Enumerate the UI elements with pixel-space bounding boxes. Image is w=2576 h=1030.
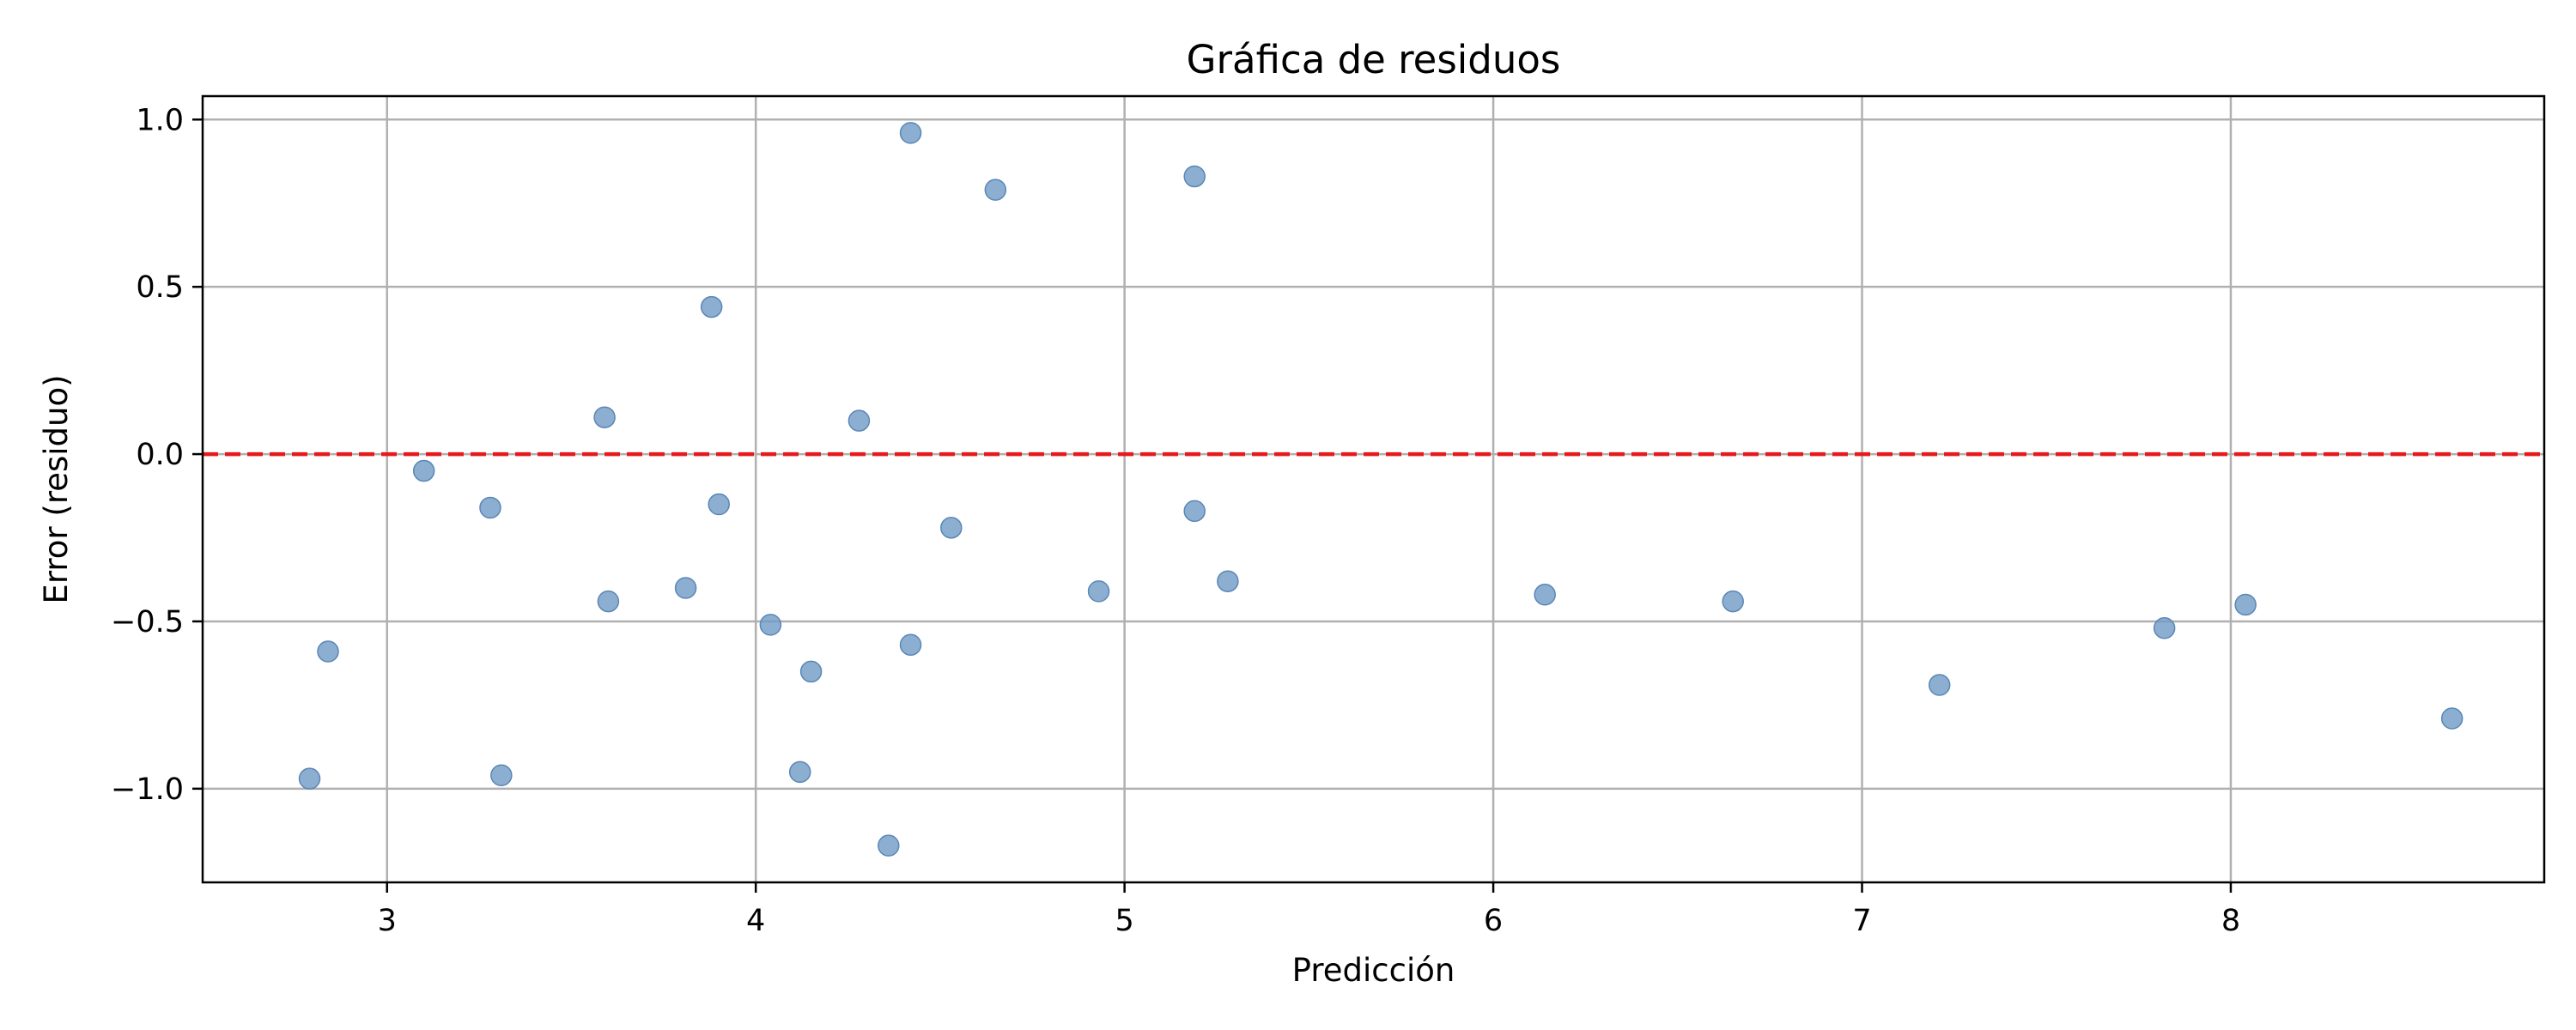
x-tick-label: 5: [1115, 904, 1133, 938]
y-tick-label: −0.5: [111, 605, 184, 639]
data-point: [2234, 593, 2257, 616]
data-point: [593, 406, 616, 428]
data-point: [1183, 500, 1206, 523]
data-point: [878, 834, 900, 857]
data-point: [490, 764, 513, 787]
y-tick-label: 0.0: [136, 438, 184, 472]
data-point: [759, 614, 782, 636]
y-tick-label: −1.0: [111, 772, 184, 807]
x-tick-label: 7: [1852, 904, 1871, 938]
data-point: [788, 760, 811, 784]
data-point: [1087, 580, 1110, 603]
data-point: [899, 122, 922, 144]
data-point: [708, 493, 730, 516]
data-point: [479, 496, 501, 519]
data-point: [2440, 707, 2464, 730]
x-tick-label: 3: [378, 904, 397, 938]
data-point: [597, 590, 620, 613]
data-point: [984, 179, 1007, 201]
y-tick-label: 0.5: [136, 270, 184, 305]
data-point: [2153, 617, 2176, 639]
x-tick-label: 4: [746, 904, 765, 938]
data-point: [1217, 570, 1239, 592]
y-tick-label: 1.0: [136, 103, 184, 137]
data-point: [1534, 584, 1556, 606]
data-point: [799, 660, 823, 683]
data-point: [940, 517, 963, 539]
data-point: [674, 577, 697, 599]
chart-title: Gráfica de residuos: [1187, 37, 1561, 82]
data-point: [1722, 590, 1744, 613]
data-points: [298, 122, 2464, 857]
axis-ticks: 3 4 5 6 7 8 1.0 0.5 0.0 −0.5 −1.0: [111, 103, 2240, 938]
data-point: [700, 295, 723, 318]
data-point: [1183, 165, 1206, 188]
data-point: [899, 633, 922, 657]
y-axis-title: Error (residuo): [38, 374, 75, 603]
data-point: [317, 640, 339, 663]
x-tick-label: 8: [2221, 904, 2240, 938]
plot-frame: [201, 94, 2546, 884]
x-tick-label: 6: [1484, 904, 1503, 938]
data-point: [1928, 674, 1951, 696]
data-point: [848, 409, 871, 432]
data-point: [412, 459, 435, 482]
x-axis-title: Predicción: [1292, 952, 1455, 989]
data-point: [298, 767, 321, 790]
